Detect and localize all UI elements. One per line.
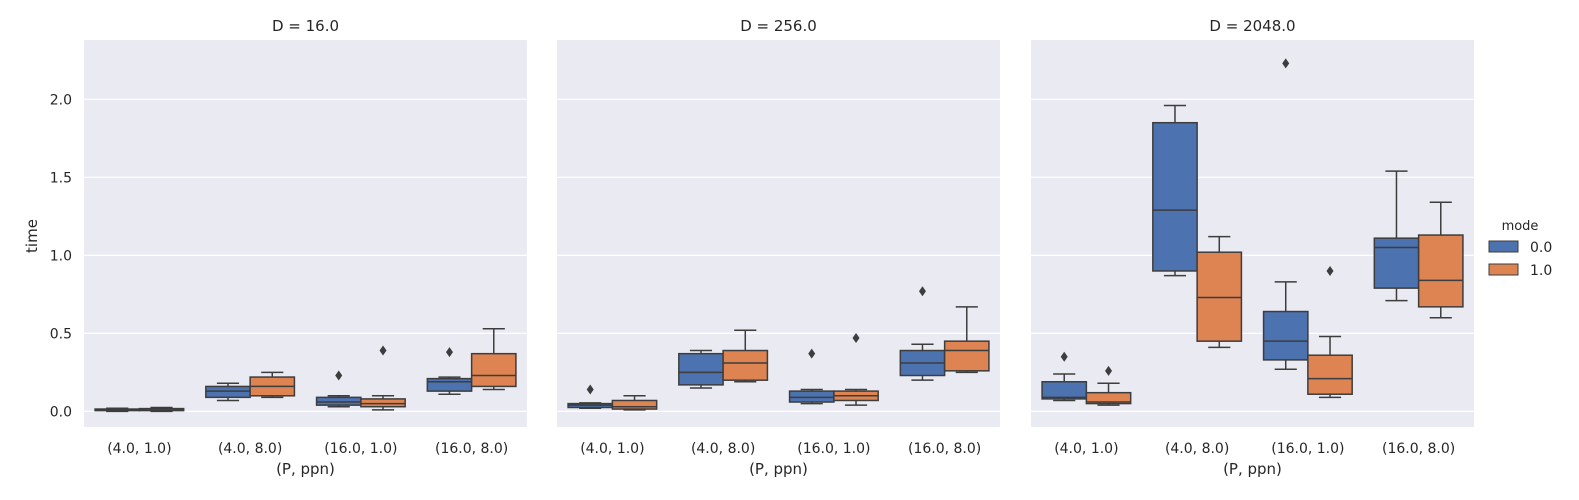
outlier-point [445,347,453,358]
legend-label: 0.0 [1530,240,1552,256]
panel-title: D = 16.0 [272,17,339,35]
box-mode-0.0 [426,377,473,392]
y-tick-label: 2.0 [50,92,72,108]
y-tick-label: 1.0 [50,248,72,264]
x-tick-label: (4.0, 8.0) [691,441,755,457]
outlier-point [1060,351,1068,362]
plot-background-1 [84,40,527,427]
box-mode-1.0 [611,399,658,410]
box-mode-0.0 [1152,121,1198,272]
x-tick-label: (16.0, 8.0) [1382,441,1455,457]
box-mode-0.0 [1262,310,1309,361]
plot-background-3 [1031,40,1474,427]
x-tick-label: (4.0, 1.0) [1054,441,1118,457]
box-mode-1.0 [1417,234,1464,308]
outlier-point [335,370,343,381]
box-mode-0.0 [315,396,362,406]
outlier-point [1105,365,1113,376]
x-axis-label: (P, ppn) [276,460,335,478]
outlier-point [918,286,926,297]
y-tick-label: 0.0 [50,404,72,420]
outlier-point [852,333,860,344]
x-tick-label: (4.0, 1.0) [107,441,171,457]
box-mode-0.0 [205,385,251,399]
box-mode-0.0 [788,390,835,403]
box-mode-0.0 [678,352,724,386]
panel-title: D = 256.0 [740,17,817,35]
legend-swatch-0.0 [1488,240,1519,253]
panel-title: D = 2048.0 [1209,17,1295,35]
outlier-point [1326,265,1334,276]
box-mode-1.0 [1085,391,1132,405]
outlier-point [808,348,816,359]
outlier-point [1282,58,1290,69]
x-tick-label: (4.0, 8.0) [218,441,282,457]
x-tick-label: (16.0, 8.0) [435,441,508,457]
x-tick-label: (16.0, 1.0) [797,441,870,457]
box-mode-0.0 [1373,237,1420,289]
y-tick-label: 1.5 [50,170,72,186]
legend-swatch-1.0 [1488,263,1519,276]
outlier-point [379,345,387,356]
x-tick-label: (4.0, 1.0) [580,441,644,457]
box-mode-1.0 [943,340,990,372]
y-tick-label: 0.5 [50,326,72,342]
box-mode-1.0 [722,349,769,381]
legend-label: 1.0 [1530,263,1552,279]
box-mode-1.0 [1196,251,1243,342]
outlier-point [586,384,594,395]
x-axis-label: (P, ppn) [1223,460,1282,478]
y-axis-label: time [23,219,41,253]
box-mode-0.0 [1041,380,1088,400]
legend-title: mode [1502,219,1539,234]
x-tick-label: (16.0, 1.0) [1271,441,1344,457]
x-tick-label: (16.0, 8.0) [908,441,981,457]
x-tick-label: (16.0, 1.0) [324,441,397,457]
box-mode-1.0 [1307,354,1353,395]
x-tick-label: (4.0, 8.0) [1165,441,1229,457]
x-axis-label: (P, ppn) [749,460,808,478]
box-mode-1.0 [360,398,406,408]
box-mode-1.0 [470,352,517,388]
